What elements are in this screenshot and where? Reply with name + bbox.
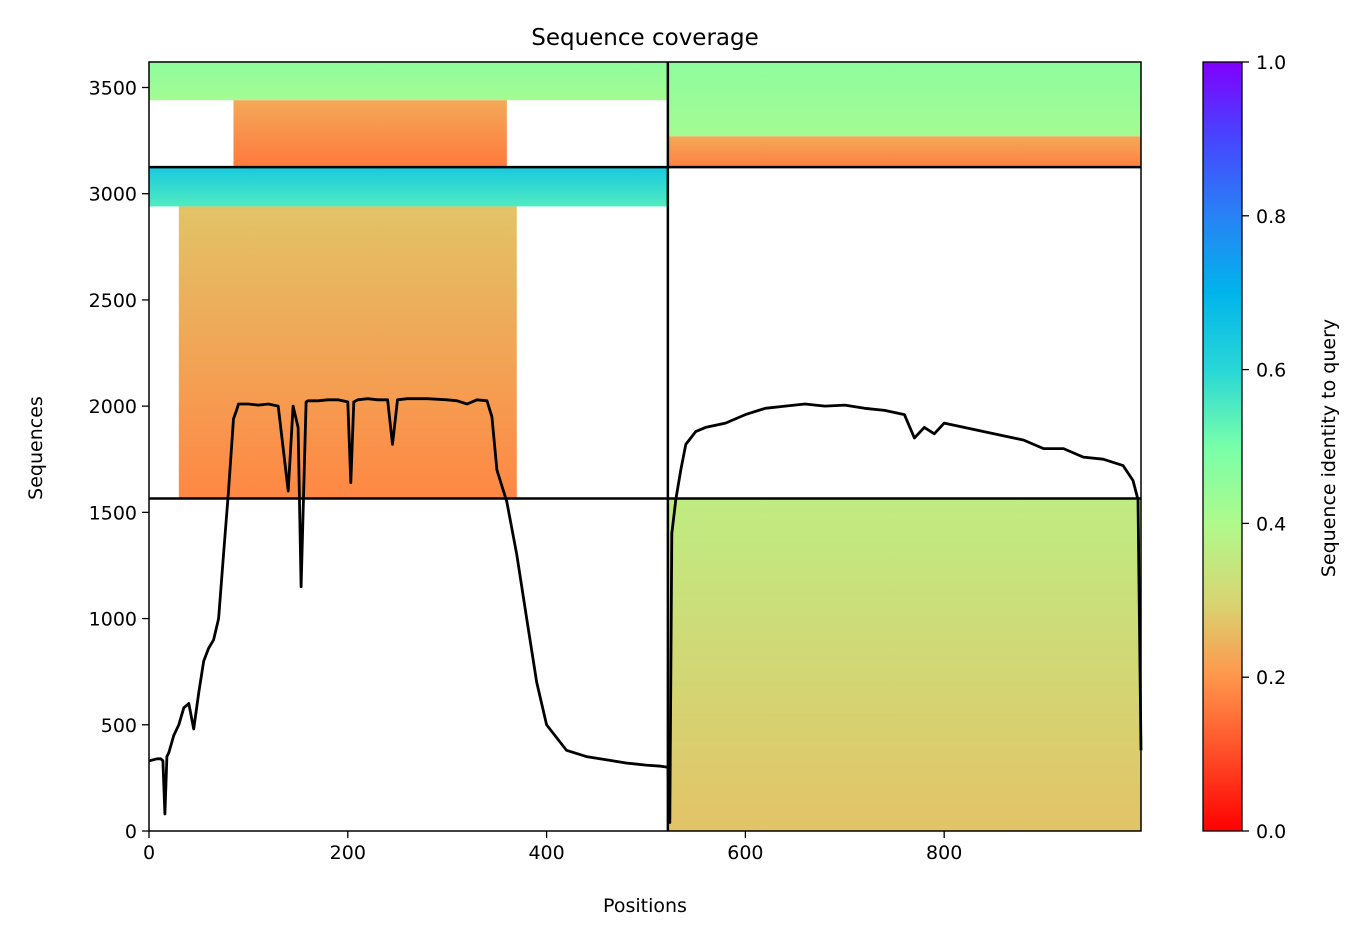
coverage-block xyxy=(233,100,507,168)
colorbar-tick-label: 0.0 xyxy=(1256,821,1286,843)
colorbar-label: Sequence identity to query xyxy=(1318,319,1340,577)
y-tick-label: 500 xyxy=(101,715,137,737)
y-tick-label: 2000 xyxy=(89,396,137,418)
colorbar-tick-label: 0.4 xyxy=(1256,513,1286,535)
coverage-block xyxy=(667,498,1141,831)
colorbar-gradient xyxy=(1202,61,1243,832)
y-tick-label: 3500 xyxy=(89,77,137,99)
x-tick-label: 0 xyxy=(143,842,155,864)
coverage-block xyxy=(149,62,668,101)
y-tick-label: 3000 xyxy=(89,184,137,206)
plot-frame xyxy=(148,61,1142,832)
coverage-line xyxy=(148,397,1143,824)
y-tick-label: 0 xyxy=(125,821,137,843)
x-tick-label: 800 xyxy=(926,842,962,864)
y-tick-label: 2500 xyxy=(89,290,137,312)
chart-title: Sequence coverage xyxy=(531,25,759,51)
y-tick-label: 1000 xyxy=(89,609,137,631)
coverage-block xyxy=(149,167,668,207)
coverage-block xyxy=(667,62,1141,137)
colorbar: 0.0 0.2 0.4 0.6 0.8 1.0 xyxy=(1202,52,1286,843)
colorbar-tick-label: 1.0 xyxy=(1256,52,1286,74)
colorbar-tick-label: 0.6 xyxy=(1256,360,1286,382)
x-tick-label: 200 xyxy=(330,842,366,864)
coverage-block xyxy=(178,206,517,499)
coverage-block xyxy=(667,136,1141,168)
plot-area: 0 200 400 600 800 0 500 1000 1500 2000 2500 3000 350… xyxy=(89,61,1143,864)
y-axis-label: Sequences xyxy=(25,396,47,500)
x-tick-label: 600 xyxy=(727,842,763,864)
x-axis-label: Positions xyxy=(603,895,687,917)
x-tick-label: 400 xyxy=(528,842,564,864)
colorbar-tick-label: 0.2 xyxy=(1256,667,1286,689)
y-tick-label: 1500 xyxy=(89,502,137,524)
colorbar-tick-label: 0.8 xyxy=(1256,206,1286,228)
